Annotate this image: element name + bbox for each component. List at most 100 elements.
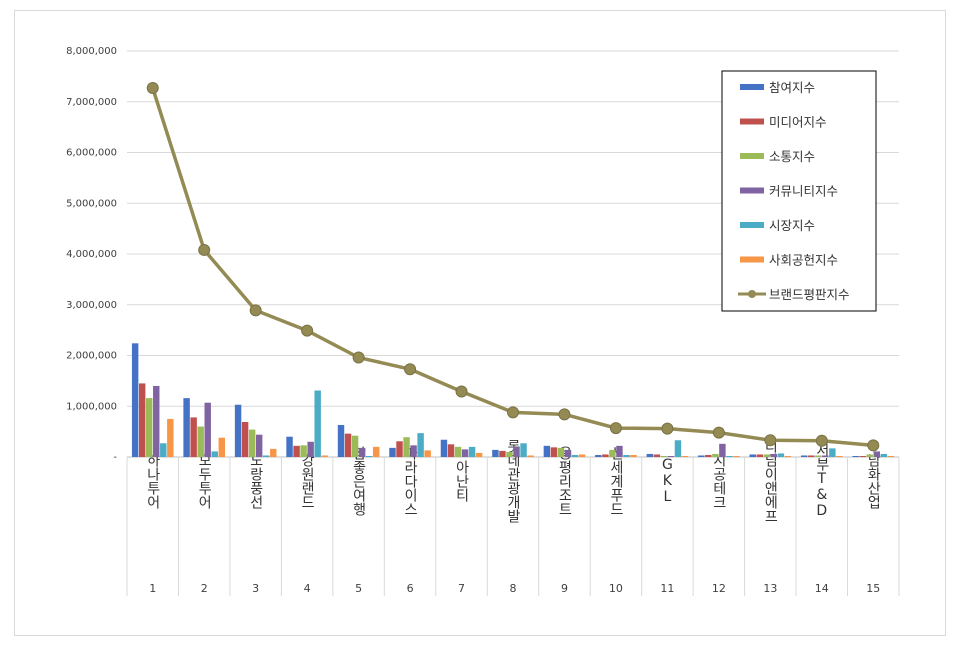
y-tick-label: 5,000,000 xyxy=(66,198,117,209)
bar xyxy=(873,451,881,457)
bar xyxy=(475,452,483,457)
category-label: 모두투어 xyxy=(196,453,212,509)
line-point xyxy=(867,439,880,452)
bar xyxy=(145,398,153,457)
bar xyxy=(777,453,785,457)
bar xyxy=(646,453,654,457)
y-tick-label: 1,000,000 xyxy=(66,401,117,412)
bar xyxy=(389,447,396,457)
bar xyxy=(183,398,190,457)
category-label: 아난티 xyxy=(454,460,470,502)
bar xyxy=(520,443,527,457)
bar xyxy=(866,454,873,457)
line-point xyxy=(815,434,828,447)
bar xyxy=(543,445,551,457)
bar xyxy=(248,429,256,457)
legend-label: 사회공헌지수 xyxy=(769,253,838,268)
category-label: GKL xyxy=(659,457,675,505)
rank-label: 4 xyxy=(304,582,311,595)
bar xyxy=(564,449,572,457)
bar xyxy=(270,448,277,457)
line-point xyxy=(558,408,571,421)
line-point xyxy=(198,243,211,256)
bar xyxy=(609,449,616,457)
bar xyxy=(499,450,506,457)
bar xyxy=(829,448,836,457)
bar xyxy=(660,455,668,457)
rank-label: 10 xyxy=(609,582,623,595)
bar xyxy=(492,449,499,457)
category-label: 파라다이스 xyxy=(402,446,418,516)
legend-swatch xyxy=(740,118,764,125)
bar xyxy=(234,404,242,457)
line-point xyxy=(352,351,365,364)
y-tick-label: 7,000,000 xyxy=(66,97,117,108)
bar xyxy=(241,421,249,457)
bar xyxy=(417,433,424,457)
bar xyxy=(756,454,763,457)
bar xyxy=(211,451,218,457)
bar xyxy=(859,455,866,457)
rank-label: 14 xyxy=(815,582,829,595)
bar xyxy=(550,447,558,457)
bar xyxy=(197,426,204,457)
bar xyxy=(447,444,455,457)
legend-swatch xyxy=(740,187,764,194)
legend-swatch xyxy=(740,84,764,90)
bar xyxy=(712,453,719,457)
bar xyxy=(337,425,345,457)
line-series xyxy=(146,82,880,452)
bar xyxy=(571,454,579,457)
bar xyxy=(527,455,534,457)
line-point xyxy=(301,324,314,337)
bar xyxy=(307,441,314,457)
category-label: 강원랜드 xyxy=(299,453,315,509)
legend-label: 커뮤니티지수 xyxy=(769,184,838,199)
y-tick-label: 6,000,000 xyxy=(66,148,117,159)
bar xyxy=(719,443,726,457)
bar xyxy=(204,402,211,457)
bar xyxy=(653,454,661,457)
category-label: 롯데관광개발 xyxy=(505,439,521,523)
rank-label: 13 xyxy=(763,582,777,595)
category-label: 용평리조트 xyxy=(556,446,572,516)
rank-label: 1 xyxy=(149,582,156,595)
bar xyxy=(887,455,895,457)
bar xyxy=(595,454,602,457)
bar xyxy=(705,454,712,457)
rank-label: 7 xyxy=(458,582,465,595)
rank-label: 15 xyxy=(866,582,880,595)
legend-swatch xyxy=(740,256,764,263)
bar xyxy=(440,439,448,457)
bar xyxy=(358,447,366,457)
bar xyxy=(138,383,146,457)
bar xyxy=(424,450,431,457)
bar xyxy=(733,455,740,457)
rank-label: 12 xyxy=(712,582,726,595)
line-point xyxy=(249,304,262,317)
bar xyxy=(410,445,417,457)
y-tick-label: 3,000,000 xyxy=(66,300,117,311)
bar xyxy=(513,446,520,457)
bar xyxy=(852,455,859,457)
bar xyxy=(190,417,197,457)
line-point xyxy=(661,422,674,435)
bar xyxy=(800,455,808,457)
legend-label: 시장지수 xyxy=(769,218,815,233)
y-tick-label: 4,000,000 xyxy=(66,249,117,260)
bar xyxy=(784,455,792,457)
bar xyxy=(365,455,373,457)
legend-label: 미디어지수 xyxy=(769,115,827,130)
bar xyxy=(403,437,410,457)
rank-label: 11 xyxy=(660,582,674,595)
bar xyxy=(468,446,476,457)
legend-swatch xyxy=(740,222,764,228)
line-point xyxy=(404,363,417,376)
y-tick-label: 8,000,000 xyxy=(66,46,117,57)
bar xyxy=(770,453,778,457)
category-label: 남화산업 xyxy=(865,453,881,509)
rank-label: 5 xyxy=(355,582,362,595)
bar xyxy=(763,454,771,457)
y-tick-label: - xyxy=(113,452,117,463)
